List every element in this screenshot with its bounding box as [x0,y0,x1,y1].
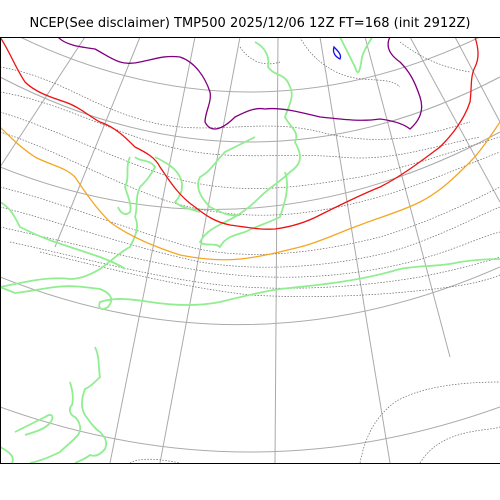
highlighted-contours [0,37,500,261]
isotherm-line [0,131,500,216]
coastline-iceland [339,37,373,74]
map-area [0,37,500,463]
isotherm-line [0,111,500,189]
parallel-line [0,406,500,453]
coastline-canada-north [0,156,157,288]
map-title: NCEP(See disclaimer) TMP500 2025/12/06 1… [29,16,471,31]
isotherm-line [0,226,500,278]
isotherm-line [0,186,500,255]
isotherm-line [0,91,481,159]
parallel-line [0,76,500,143]
temperature-isotherms [0,37,500,463]
parallel-line [0,266,500,326]
map-canvas [0,37,500,463]
coastline-north-america [0,258,500,310]
parallel-line [0,131,500,211]
isotherm-line [39,251,500,297]
blue-contour [332,45,342,60]
coastline-baffin [117,156,132,215]
coastline-gulf [14,414,54,436]
graticule-parallels [0,37,500,453]
meridian-line [454,37,500,123]
isotherm-line [419,426,500,463]
orange-contour [0,121,500,261]
meridian-line [159,37,241,463]
coastline-west-short [0,446,14,463]
parallel-line [18,37,482,93]
coastline-florida [29,381,82,463]
meridian-line [409,37,500,203]
graticule-meridians [0,37,500,463]
coastline-us-east [74,346,108,463]
meridian-line [274,37,279,463]
purple-contour [57,37,423,130]
red-contour [0,37,479,230]
isotherm-line [399,41,471,73]
meridian-line [109,37,196,463]
isotherm-line [0,66,471,140]
coastlines [0,37,500,463]
isotherm-line [129,458,181,463]
isotherm-line [359,381,500,463]
isotherm-line [9,241,500,289]
isotherm-line [239,46,281,65]
coastline-greenland-west [197,136,256,217]
isotherm-line [299,37,401,88]
coastline-canada-islands [154,156,201,213]
meridian-line [319,37,391,463]
meridian-line [364,37,451,358]
coastline-hudson [0,201,126,270]
meridian-line [54,37,141,248]
coastline-greenland [198,41,301,249]
